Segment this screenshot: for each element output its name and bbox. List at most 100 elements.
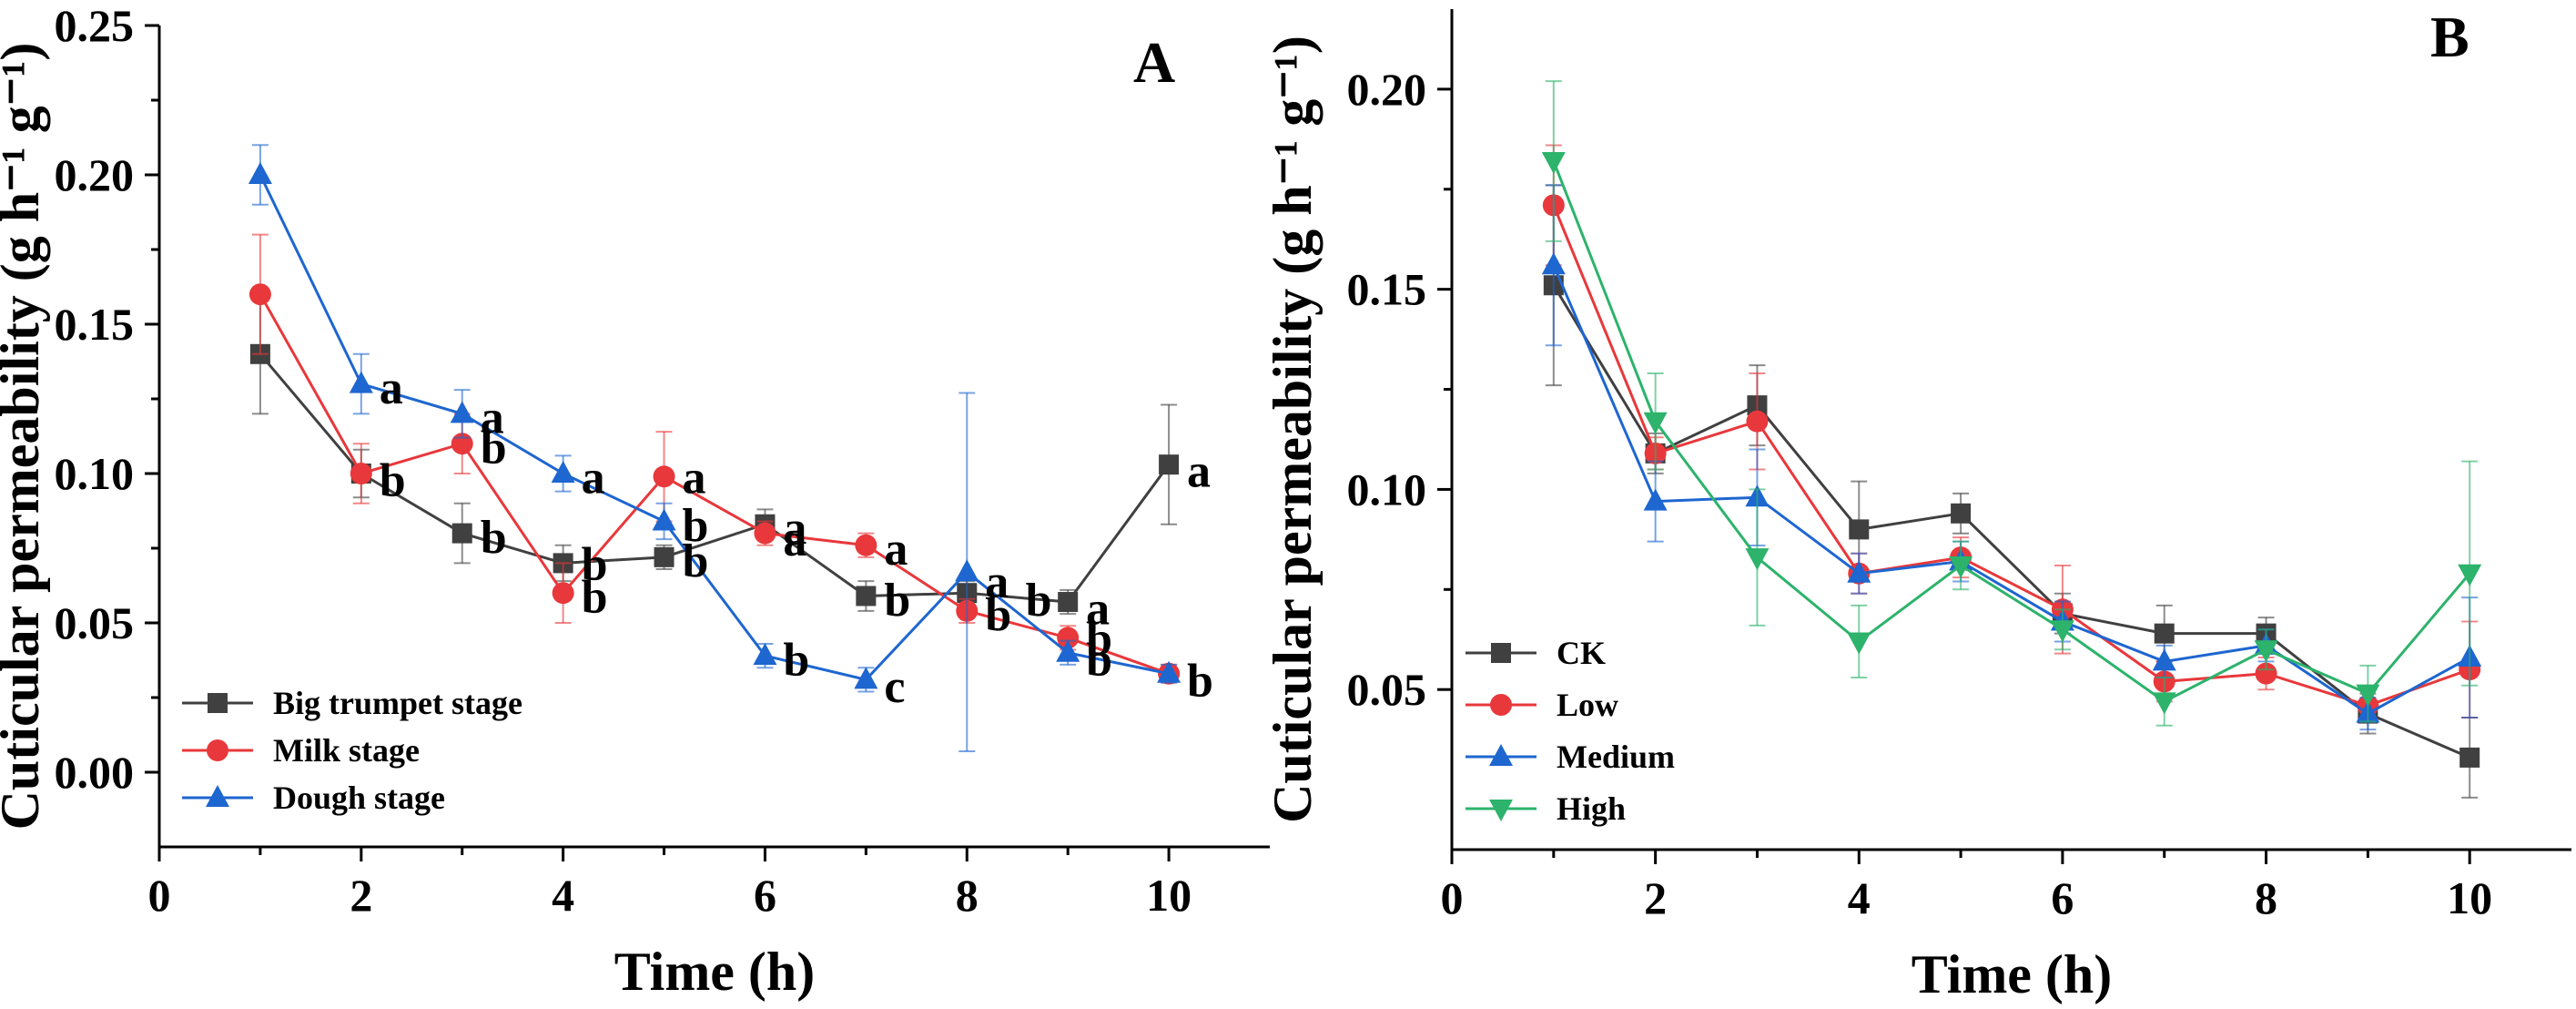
series-high — [1541, 80, 2482, 727]
series-line — [1552, 264, 2470, 716]
panel-label: A — [1133, 30, 1175, 95]
data-point — [1541, 152, 1566, 175]
series-low — [1542, 144, 2481, 723]
x-tick-label: 2 — [1644, 872, 1667, 923]
data-point — [754, 522, 776, 545]
x-tick-label: 4 — [552, 870, 574, 921]
significance-letter: b — [582, 571, 608, 623]
x-tick-label: 0 — [148, 870, 171, 921]
legend-marker — [1489, 744, 1513, 766]
x-tick-label: 8 — [956, 870, 979, 921]
data-point — [551, 461, 575, 483]
y-tick-label: 0.20 — [55, 149, 135, 200]
significance-letter: b — [683, 535, 709, 587]
data-point — [248, 162, 272, 184]
x-tick-label: 10 — [2447, 872, 2492, 923]
data-point — [1541, 252, 1566, 275]
y-tick-label: 0.15 — [1347, 264, 1427, 315]
legend: CK Low Medium High — [1465, 635, 1675, 827]
legend-label: Medium — [1557, 739, 1675, 775]
y-tick-label: 0.25 — [55, 0, 135, 51]
data-point — [350, 463, 372, 484]
data-point — [1951, 503, 1972, 524]
legend-marker — [206, 785, 229, 807]
data-point — [856, 586, 877, 606]
data-point — [2356, 684, 2380, 707]
legend-label: Milk stage — [273, 732, 420, 769]
significance-letter: b — [481, 512, 507, 564]
legend-marker — [207, 739, 228, 761]
y-axis-title: Cuticular permeability (g h⁻¹ g⁻¹) — [0, 43, 50, 831]
significance-letter: b — [1187, 655, 1213, 707]
data-point — [1849, 519, 1870, 540]
significance-letter: a — [380, 362, 403, 414]
data-point — [349, 371, 373, 393]
legend-marker — [208, 693, 228, 713]
y-tick-label: 0.20 — [1347, 64, 1427, 115]
y-tick-label: 0.10 — [1347, 464, 1427, 515]
y-axis-title: Cuticular permeability (g h⁻¹ g⁻¹) — [1263, 36, 1323, 823]
significance-letter: b — [481, 422, 507, 474]
data-point — [1056, 639, 1080, 662]
data-point — [552, 582, 574, 605]
legend: Big trumpet stage Milk stage Dough stage — [182, 685, 522, 816]
data-point — [2254, 640, 2278, 663]
data-point — [451, 523, 472, 544]
data-point — [1643, 412, 1668, 434]
y-tick-label: 0.05 — [55, 597, 135, 648]
legend-marker — [1490, 694, 1512, 716]
data-point — [2255, 662, 2277, 685]
data-point — [1746, 410, 1769, 433]
series-line — [1552, 204, 2470, 708]
y-tick-label: 0.10 — [55, 448, 135, 499]
chart-panel-B: 0 2 4 6 8 10 0.05 0.10 0.15 0.20 Time (h) Cuticular… — [1263, 5, 2571, 1004]
data-point — [2458, 564, 2482, 586]
significance-letter: b — [1026, 575, 1052, 627]
legend-marker — [1489, 800, 1513, 821]
data-point — [2152, 648, 2176, 671]
data-point — [855, 534, 877, 556]
data-point — [654, 546, 674, 567]
significance-letter: b — [582, 538, 608, 590]
series-line — [259, 352, 1171, 604]
y-tick-label: 0.00 — [55, 747, 135, 798]
data-point — [653, 465, 675, 488]
data-point — [2050, 620, 2074, 643]
data-point — [2152, 692, 2176, 715]
data-point — [248, 283, 271, 306]
data-point — [1057, 627, 1080, 649]
x-tick-label: 4 — [1848, 872, 1871, 923]
significance-letter: a — [985, 556, 1009, 608]
data-point — [1847, 560, 1871, 583]
data-point — [1643, 488, 1668, 511]
data-point — [854, 667, 878, 689]
data-point — [1157, 660, 1182, 683]
data-point — [450, 401, 474, 423]
series-line — [1552, 160, 2471, 704]
x-tick-label: 6 — [754, 870, 776, 921]
legend-label: Low — [1557, 687, 1618, 723]
series-dough-stage — [248, 144, 1182, 753]
panel-label: B — [2430, 5, 2470, 69]
significance-letter: a — [683, 452, 706, 504]
significance-letter: b — [985, 589, 1011, 641]
legend-marker — [1491, 643, 1511, 663]
y-tick-label: 0.05 — [1347, 664, 1427, 715]
data-point — [2459, 747, 2480, 768]
x-tick-label: 8 — [2255, 872, 2277, 923]
data-point — [652, 508, 676, 531]
data-point — [1745, 548, 1770, 571]
significance-letter: a — [582, 452, 605, 504]
series-ck — [1543, 184, 2480, 799]
legend-label: Big trumpet stage — [273, 685, 522, 721]
data-point — [1058, 592, 1079, 613]
significance-letter: a — [1086, 584, 1110, 636]
x-axis-title: Time (h) — [1912, 944, 2113, 1004]
significance-letter: a — [783, 515, 806, 566]
significance-letter: b — [1086, 613, 1112, 665]
series-line — [259, 174, 1170, 681]
series-line — [259, 293, 1170, 676]
x-tick-label: 2 — [350, 870, 372, 921]
data-point — [955, 559, 979, 582]
